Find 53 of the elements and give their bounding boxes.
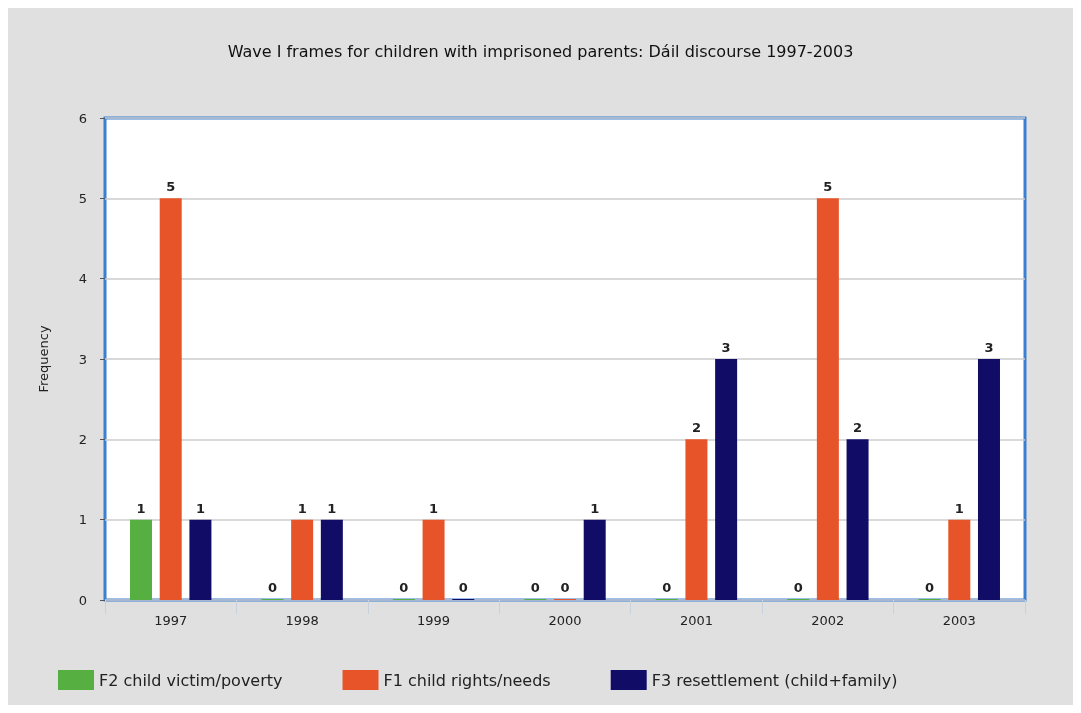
legend-label: F2 child victim/poverty <box>99 670 283 690</box>
bar <box>320 519 343 600</box>
data-label: 3 <box>984 340 994 355</box>
bar <box>189 519 212 600</box>
y-tick-label: 1 <box>78 512 87 528</box>
data-label: 1 <box>327 500 337 516</box>
data-label: 0 <box>530 580 540 595</box>
x-tick-label: 1997 <box>154 613 188 628</box>
y-tick-label: 0 <box>78 592 87 608</box>
bar <box>130 519 153 600</box>
legend-label: F3 resettlement (child+family) <box>651 670 898 690</box>
y-tick-label: 4 <box>78 271 87 287</box>
data-label: 1 <box>297 500 307 516</box>
data-label: 0 <box>267 580 277 595</box>
bar <box>846 439 869 600</box>
bar <box>685 439 708 600</box>
data-label: 0 <box>560 580 570 595</box>
y-tick-label: 6 <box>78 110 87 126</box>
y-tick-label: 2 <box>78 431 87 447</box>
data-label: 0 <box>458 580 468 595</box>
x-tick-label: 1999 <box>417 613 451 628</box>
bar <box>422 519 445 600</box>
bar <box>816 198 839 600</box>
data-label: 1 <box>590 500 600 516</box>
bar <box>159 198 182 600</box>
data-label: 1 <box>195 500 205 516</box>
data-label: 0 <box>399 580 409 595</box>
y-tick-label: 5 <box>78 190 87 206</box>
data-label: 5 <box>823 179 833 195</box>
x-tick-label: 2001 <box>679 613 713 628</box>
y-axis-title: Frequency <box>36 325 51 393</box>
data-label: 5 <box>166 179 176 195</box>
data-label: 0 <box>925 580 935 595</box>
bar <box>583 519 606 600</box>
x-tick-label: 1998 <box>285 613 319 628</box>
y-tick-label: 3 <box>78 351 87 367</box>
x-tick-label: 2003 <box>942 613 976 628</box>
data-label: 1 <box>429 500 439 516</box>
data-label: 0 <box>662 580 672 595</box>
bar <box>291 519 314 600</box>
legend-label: F1 child rights/needs <box>383 670 551 690</box>
data-label: 3 <box>721 340 731 355</box>
data-label: 1 <box>954 500 964 516</box>
data-label: 2 <box>853 420 863 436</box>
bar <box>715 359 738 600</box>
data-label: 1 <box>136 500 146 516</box>
x-tick-label: 2000 <box>548 613 582 628</box>
x-tick-label: 2002 <box>811 613 845 628</box>
data-label: 0 <box>793 580 803 595</box>
chart-title: Wave I frames for children with imprisoned parents: Dáil discourse 1997-2003 <box>227 41 854 61</box>
data-label: 2 <box>691 420 701 436</box>
bar <box>948 519 971 600</box>
bar <box>977 359 1000 600</box>
